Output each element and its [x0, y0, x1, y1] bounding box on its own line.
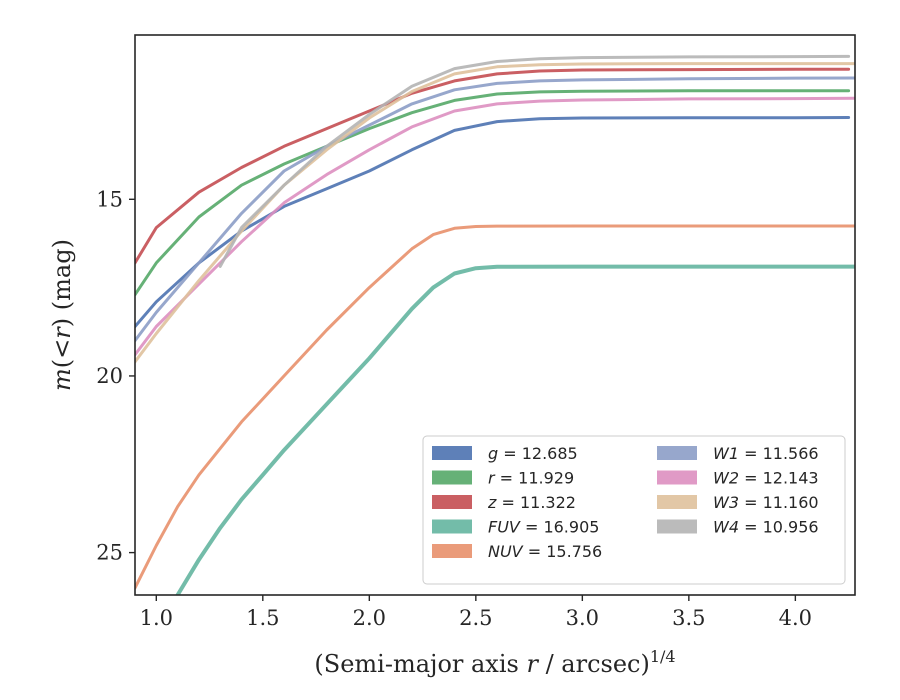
legend-swatch-z — [432, 495, 472, 509]
legend-swatch-g — [432, 446, 472, 460]
legend: g = 12.685 r = 11.929 z = 11.322 FUV = 16.9… — [422, 435, 846, 585]
legend-swatch-w2 — [657, 470, 697, 485]
x-axis-label: (Semi-major axis r / arcsec)1/4 — [314, 647, 675, 678]
x-tick-label: 2.0 — [353, 606, 386, 630]
x-tick-label: 1.5 — [246, 606, 279, 630]
legend-label-z: z = 11.322 — [487, 493, 576, 512]
x-tick-label: 4.0 — [779, 606, 812, 630]
series-line-w4 — [218, 54, 851, 268]
plot-frame — [134, 34, 856, 596]
legend-swatch-w1 — [657, 446, 697, 460]
series-line-w3 — [135, 62, 855, 364]
x-axis: 1.0 1.5 2.0 2.5 3.0 3.5 4.0 — [140, 595, 812, 630]
x-tick-label: 3.5 — [672, 606, 705, 630]
legend-label-nuv: NUV = 15.756 — [488, 542, 602, 561]
legend-label-w4: W4 = 10.956 — [713, 518, 819, 537]
legend-frame — [422, 435, 846, 585]
y-tick-label: 25 — [96, 541, 123, 565]
legend-swatch-fuv — [432, 519, 472, 534]
legend-label-w2: W2 = 12.143 — [713, 469, 819, 488]
y-tick-label: 20 — [96, 364, 123, 388]
series-line-r — [135, 89, 851, 297]
series-line-g — [135, 116, 851, 328]
legend-label-fuv: FUV = 16.905 — [488, 518, 599, 537]
legend-swatch-w3 — [657, 495, 697, 509]
legend-label-w1: W1 = 11.566 — [713, 444, 819, 463]
legend-label-w3: W3 = 11.160 — [713, 493, 819, 512]
legend-label-g: g = 12.685 — [488, 444, 578, 463]
series-line-w1 — [135, 76, 855, 343]
legend-swatch-r — [432, 470, 472, 485]
y-axis-label: m(<r) (mag) — [48, 239, 76, 391]
legend-label-r: r = 11.929 — [488, 469, 574, 488]
series-line-fuv — [175, 264, 855, 595]
legend-swatch-nuv — [432, 544, 472, 558]
x-tick-label: 3.0 — [566, 606, 599, 630]
series-line-w2 — [135, 96, 855, 357]
y-tick-label: 15 — [96, 187, 123, 211]
series-line-nuv — [135, 224, 855, 590]
y-axis: 15 20 25 — [96, 187, 135, 565]
series-lines — [135, 54, 855, 595]
legend-swatch-w4 — [657, 519, 697, 534]
x-tick-label: 2.5 — [459, 606, 492, 630]
series-line-z — [135, 67, 851, 265]
x-tick-label: 1.0 — [140, 606, 173, 630]
